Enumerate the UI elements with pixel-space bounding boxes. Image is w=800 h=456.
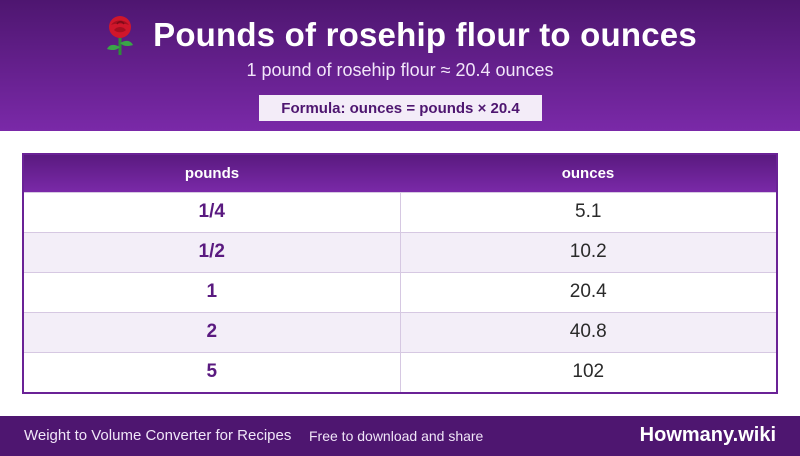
brand-logo[interactable]: Howmany.wiki bbox=[639, 424, 776, 446]
formula-badge: Formula: ounces = pounds × 20.4 bbox=[259, 95, 542, 121]
pounds-cell: 1/2 bbox=[24, 231, 401, 272]
footer-app-name[interactable]: Weight to Volume Converter for Recipes bbox=[24, 427, 292, 444]
conversion-table: pounds ounces 1/4 5.1 1/2 10.2 1 20.4 2 … bbox=[22, 153, 778, 394]
pounds-cell: 1 bbox=[24, 271, 401, 312]
ounces-cell: 102 bbox=[400, 351, 776, 392]
pounds-cell: 2 bbox=[24, 311, 401, 352]
ounces-cell: 10.2 bbox=[400, 231, 776, 272]
ounces-cell: 5.1 bbox=[400, 191, 776, 232]
table-header-row: pounds ounces bbox=[24, 155, 776, 192]
table-row: 1/4 5.1 bbox=[24, 191, 776, 232]
pounds-cell: 1/4 bbox=[24, 191, 401, 232]
ounces-cell: 20.4 bbox=[400, 271, 776, 312]
conversion-subtitle: 1 pound of rosehip flour ≈ 20.4 ounces bbox=[246, 60, 554, 80]
table-row: 1/2 10.2 bbox=[24, 231, 776, 272]
page-title: Pounds of rosehip flour to ounces bbox=[153, 16, 697, 53]
table-row: 2 40.8 bbox=[24, 311, 776, 352]
header-banner: Pounds of rosehip flour to ounces 1 poun… bbox=[0, 0, 800, 131]
title-row: Pounds of rosehip flour to ounces bbox=[0, 14, 800, 56]
pounds-cell: 5 bbox=[24, 351, 401, 392]
footer-bar: Weight to Volume Converter for Recipes F… bbox=[0, 416, 800, 456]
ounces-cell: 40.8 bbox=[400, 311, 776, 352]
column-header-ounces: ounces bbox=[561, 164, 615, 182]
table-row: 5 102 bbox=[24, 351, 776, 392]
column-header-pounds: pounds bbox=[184, 164, 240, 182]
table-row: 1 20.4 bbox=[24, 271, 776, 312]
rose-icon bbox=[107, 16, 134, 55]
footer-tagline: Free to download and share bbox=[309, 428, 484, 444]
